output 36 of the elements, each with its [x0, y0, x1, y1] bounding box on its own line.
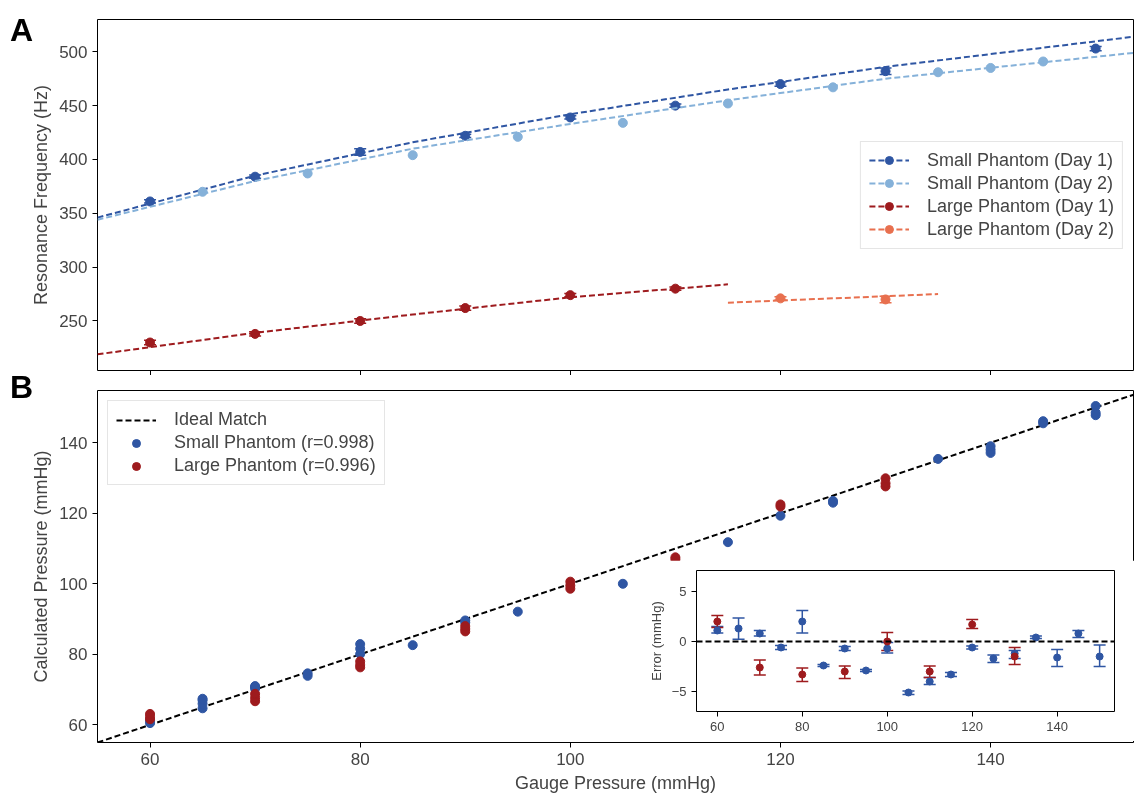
y-axis-title: Calculated Pressure (mmHg)	[31, 450, 52, 683]
x-tick-label: 140	[1046, 718, 1069, 734]
x-tick-label: 100	[876, 718, 899, 734]
y-tick-label: 0	[679, 634, 687, 649]
legend-label: Large Phantom (r=0.996)	[174, 455, 376, 476]
y-tick-label: 250	[59, 311, 88, 331]
y-axis-title: Resonance Frequency (Hz)	[31, 84, 52, 306]
x-tick-label: 80	[350, 749, 370, 769]
x-tick-label: 60	[140, 749, 160, 769]
y-tick-label: 140	[59, 433, 88, 453]
chart-title: A	[10, 12, 34, 49]
y-tick-label: 300	[59, 258, 88, 278]
legend-label: Small Phantom (Day 1)	[926, 149, 1113, 171]
y-tick-label: 100	[59, 574, 88, 594]
legend-label: Small Phantom (Day 2)	[926, 172, 1113, 194]
y-tick-label: 500	[59, 42, 88, 62]
x-axis-title: Gauge Pressure (mmHg)	[514, 772, 717, 793]
y-tick-label: 450	[59, 96, 88, 116]
x-tick-label: 140	[976, 749, 1005, 769]
legend-label: Small Phantom (r=0.998)	[174, 432, 375, 453]
legend-label: Large Phantom (Day 1)	[926, 195, 1114, 217]
chart-title: B	[10, 369, 34, 406]
y-axis-title: Error (mmHg)	[648, 601, 664, 681]
legend-label: Ideal Match	[174, 409, 268, 430]
x-tick-label: 120	[766, 749, 795, 769]
x-tick-label: 100	[556, 749, 585, 769]
legend-label: Large Phantom (Day 2)	[926, 218, 1114, 240]
y-tick-label: 120	[59, 504, 88, 524]
x-tick-label: 60	[710, 718, 725, 734]
x-tick-label: 120	[961, 718, 984, 734]
y-tick-label: −5	[671, 684, 687, 699]
y-tick-label: 80	[68, 645, 88, 665]
x-tick-label: 80	[795, 718, 810, 734]
y-tick-label: 350	[59, 204, 88, 224]
y-tick-label: 5	[679, 584, 687, 599]
y-tick-label: 400	[59, 150, 88, 170]
